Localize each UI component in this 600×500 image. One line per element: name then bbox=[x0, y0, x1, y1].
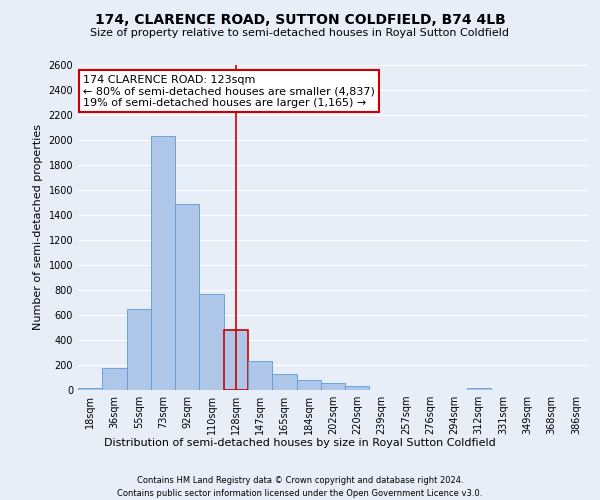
Text: Contains HM Land Registry data © Crown copyright and database right 2024.: Contains HM Land Registry data © Crown c… bbox=[137, 476, 463, 485]
Bar bbox=[127, 308, 151, 390]
Bar bbox=[224, 330, 248, 390]
Bar bbox=[272, 374, 296, 390]
Text: Size of property relative to semi-detached houses in Royal Sutton Coldfield: Size of property relative to semi-detach… bbox=[91, 28, 509, 38]
Bar bbox=[296, 380, 321, 390]
Text: 174, CLARENCE ROAD, SUTTON COLDFIELD, B74 4LB: 174, CLARENCE ROAD, SUTTON COLDFIELD, B7… bbox=[95, 12, 505, 26]
Bar bbox=[78, 388, 102, 390]
Bar bbox=[175, 204, 199, 390]
Bar bbox=[345, 386, 370, 390]
Y-axis label: Number of semi-detached properties: Number of semi-detached properties bbox=[33, 124, 43, 330]
Bar bbox=[467, 388, 491, 390]
Bar bbox=[102, 368, 127, 390]
Text: 174 CLARENCE ROAD: 123sqm
← 80% of semi-detached houses are smaller (4,837)
19% : 174 CLARENCE ROAD: 123sqm ← 80% of semi-… bbox=[83, 74, 375, 108]
Bar bbox=[321, 382, 345, 390]
Text: Distribution of semi-detached houses by size in Royal Sutton Coldfield: Distribution of semi-detached houses by … bbox=[104, 438, 496, 448]
Bar bbox=[199, 294, 224, 390]
Bar bbox=[151, 136, 175, 390]
Bar bbox=[248, 360, 272, 390]
Text: Contains public sector information licensed under the Open Government Licence v3: Contains public sector information licen… bbox=[118, 489, 482, 498]
